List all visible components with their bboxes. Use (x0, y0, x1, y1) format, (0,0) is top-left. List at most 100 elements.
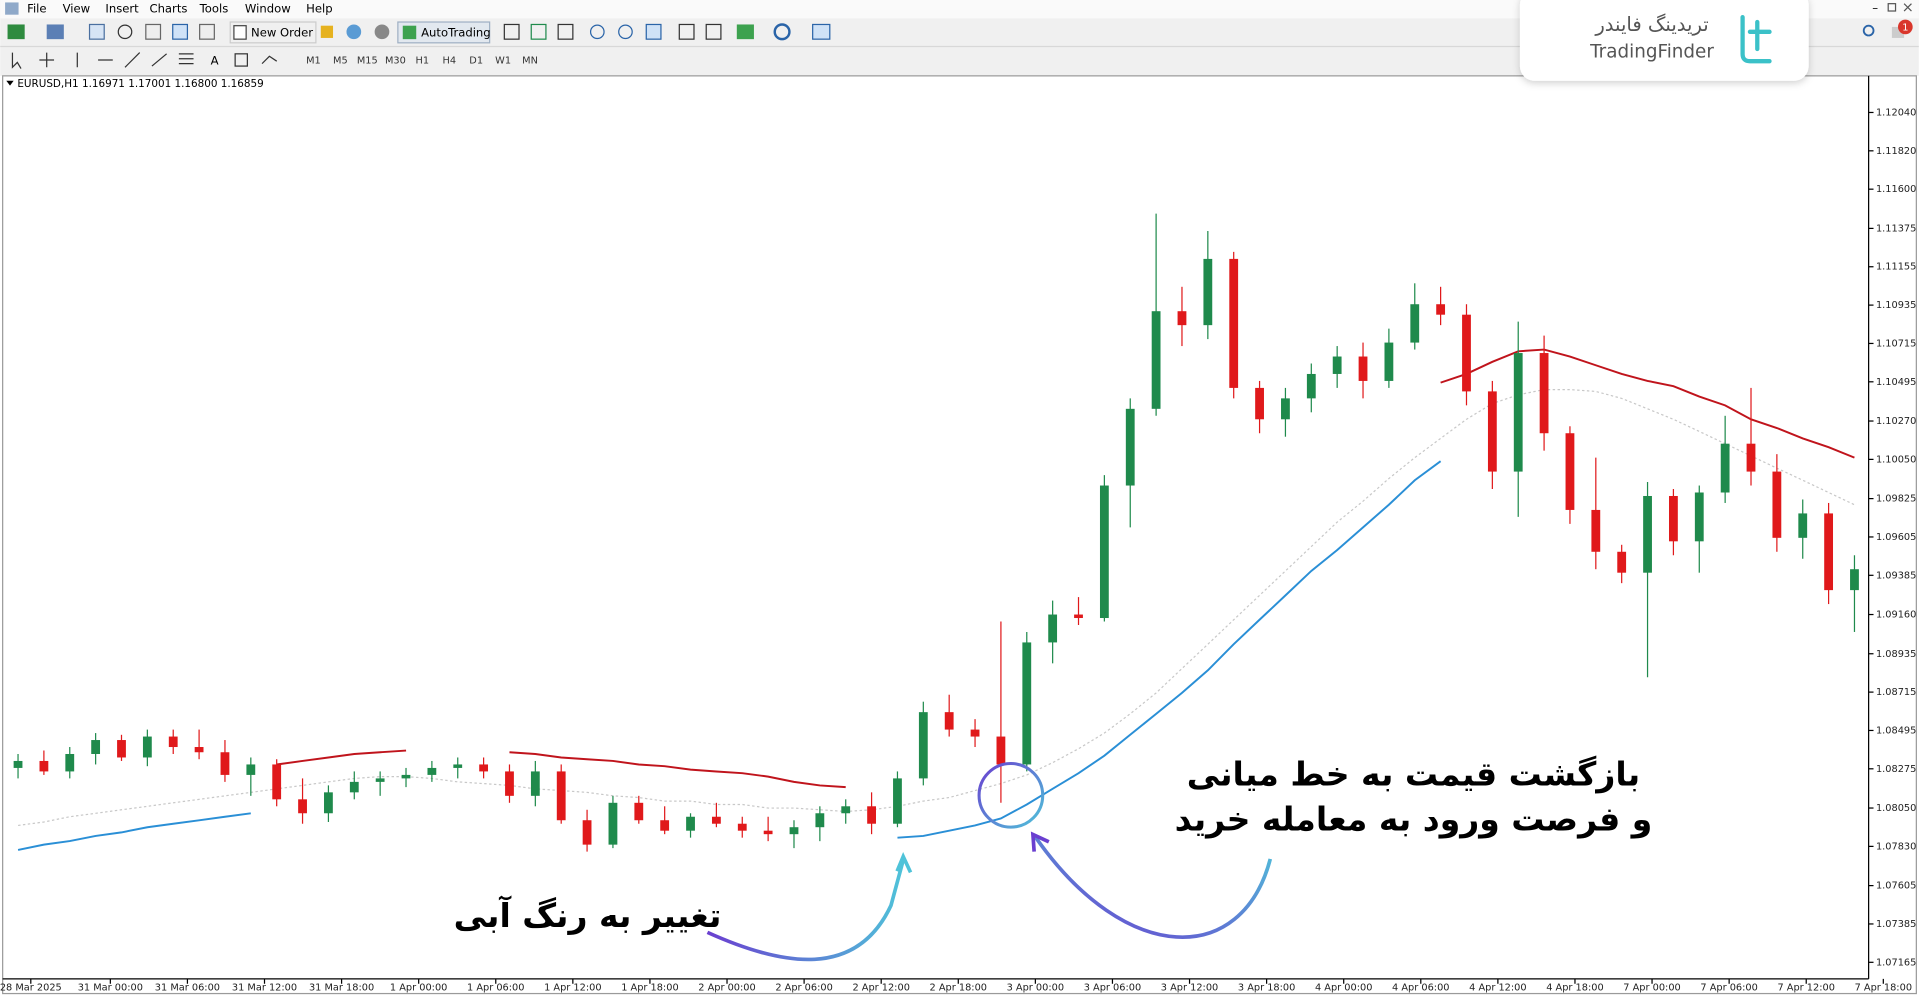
icon[interactable] (374, 24, 390, 40)
menu-item[interactable]: Help (306, 2, 332, 16)
candle-body (13, 760, 23, 768)
candle-body (246, 764, 256, 775)
window-control[interactable] (1887, 3, 1897, 12)
icon[interactable] (261, 55, 278, 65)
candle-body (1565, 433, 1575, 510)
y-tick-label: 1.07385 (1876, 919, 1916, 930)
timeframe-button[interactable]: M15 (357, 56, 378, 67)
timeframe-button[interactable]: H1 (416, 56, 430, 67)
icon[interactable] (618, 24, 633, 40)
autotrading-button[interactable] (397, 21, 491, 44)
icon[interactable] (705, 23, 722, 40)
indicator-line (276, 348, 1855, 789)
notification-badge[interactable] (1897, 19, 1913, 35)
x-tick-label: 1 Apr 00:00 (390, 982, 447, 993)
annotation: بازگشت قیمت به خط میانی (1187, 754, 1640, 793)
icon[interactable] (557, 23, 574, 40)
candle-body (1177, 311, 1187, 326)
window-control[interactable] (1903, 3, 1912, 12)
candle-body (505, 771, 514, 796)
chat-icon[interactable] (1891, 26, 1905, 38)
arrow (706, 859, 905, 962)
icon[interactable] (39, 52, 55, 68)
menu-item[interactable]: Insert (105, 2, 139, 16)
x-tick-label: 31 Mar 18:00 (309, 982, 374, 993)
x-tick-label: 7 Apr 06:00 (1700, 982, 1757, 993)
new-order-label[interactable]: New Order (251, 26, 313, 40)
candle-body (1487, 391, 1497, 472)
candle-body (117, 740, 126, 758)
icon[interactable] (346, 24, 362, 40)
candle-body (1099, 485, 1109, 619)
icon[interactable] (145, 23, 162, 40)
timeframe-button[interactable]: M1 (306, 56, 321, 67)
icon[interactable] (172, 23, 189, 40)
window-control[interactable]: – (1872, 1, 1878, 15)
x-tick-label: 4 Apr 00:00 (1315, 982, 1372, 993)
icon[interactable] (7, 24, 25, 40)
icon[interactable] (645, 23, 662, 40)
y-tick-label: 1.07165 (1876, 957, 1916, 968)
chart-menu-arrow[interactable] (6, 80, 14, 86)
x-tick-label: 7 Apr 18:00 (1855, 982, 1912, 993)
candle-body (1306, 373, 1316, 399)
candle-body (1229, 258, 1239, 388)
logo-latin: TradingFinder (1589, 42, 1714, 63)
icon[interactable] (812, 23, 831, 40)
icon[interactable] (773, 23, 791, 41)
icon[interactable] (530, 23, 547, 40)
timeframe-button[interactable]: D1 (469, 56, 483, 67)
candle-body (168, 736, 178, 748)
icon[interactable] (46, 24, 64, 40)
y-tick-label: 1.11375 (1876, 223, 1916, 234)
y-tick-label: 1.08275 (1876, 764, 1916, 775)
y-tick-label: 1.10715 (1876, 338, 1916, 349)
candle-body (530, 771, 540, 796)
x-tick-label: 7 Apr 00:00 (1623, 982, 1680, 993)
chart-window (2, 75, 1917, 995)
icon (402, 25, 417, 40)
arrow (1033, 835, 1273, 939)
candle-body (1798, 513, 1808, 538)
candle-body (1824, 513, 1834, 591)
menu-item[interactable]: File (27, 2, 46, 16)
y-tick-label: 1.11820 (1876, 146, 1916, 157)
timeframe-button[interactable]: W1 (495, 56, 511, 67)
icon[interactable] (678, 23, 695, 40)
x-tick-label: 3 Apr 18:00 (1238, 982, 1295, 993)
icon[interactable] (199, 23, 215, 40)
menu-item[interactable]: Tools (199, 2, 229, 16)
candle-body (1022, 642, 1032, 765)
timeframe-button[interactable]: M5 (333, 56, 348, 67)
candle-body (1513, 353, 1523, 472)
timeframe-button[interactable]: H4 (442, 56, 456, 67)
candle-body (944, 712, 954, 730)
icon[interactable] (736, 24, 754, 40)
icon[interactable]: A (211, 54, 219, 68)
menu-bar (0, 0, 1919, 19)
icon[interactable] (320, 25, 334, 38)
search-icon[interactable] (1862, 24, 1875, 37)
icon[interactable] (88, 23, 105, 40)
autotrading-label[interactable]: AutoTrading (421, 26, 491, 40)
candle-body (1643, 495, 1652, 573)
icon[interactable] (234, 53, 248, 67)
icon[interactable] (11, 52, 22, 69)
candle-body (194, 747, 204, 753)
candle-body (39, 760, 49, 772)
candle-body (789, 827, 799, 835)
candle-body (427, 767, 437, 775)
icon[interactable] (117, 24, 133, 40)
icon[interactable] (503, 23, 520, 40)
menu-item[interactable]: View (63, 2, 91, 16)
x-tick-label: 7 Apr 12:00 (1777, 982, 1834, 993)
timeframe-button[interactable]: M30 (385, 56, 406, 67)
candle-body (1720, 443, 1730, 493)
new-order-button[interactable] (229, 21, 317, 44)
timeframe-button[interactable]: MN (522, 56, 538, 67)
menu-item[interactable]: Charts (149, 2, 187, 16)
icon[interactable] (76, 52, 194, 68)
menu-item[interactable]: Window (245, 2, 291, 16)
icon[interactable] (589, 24, 605, 40)
